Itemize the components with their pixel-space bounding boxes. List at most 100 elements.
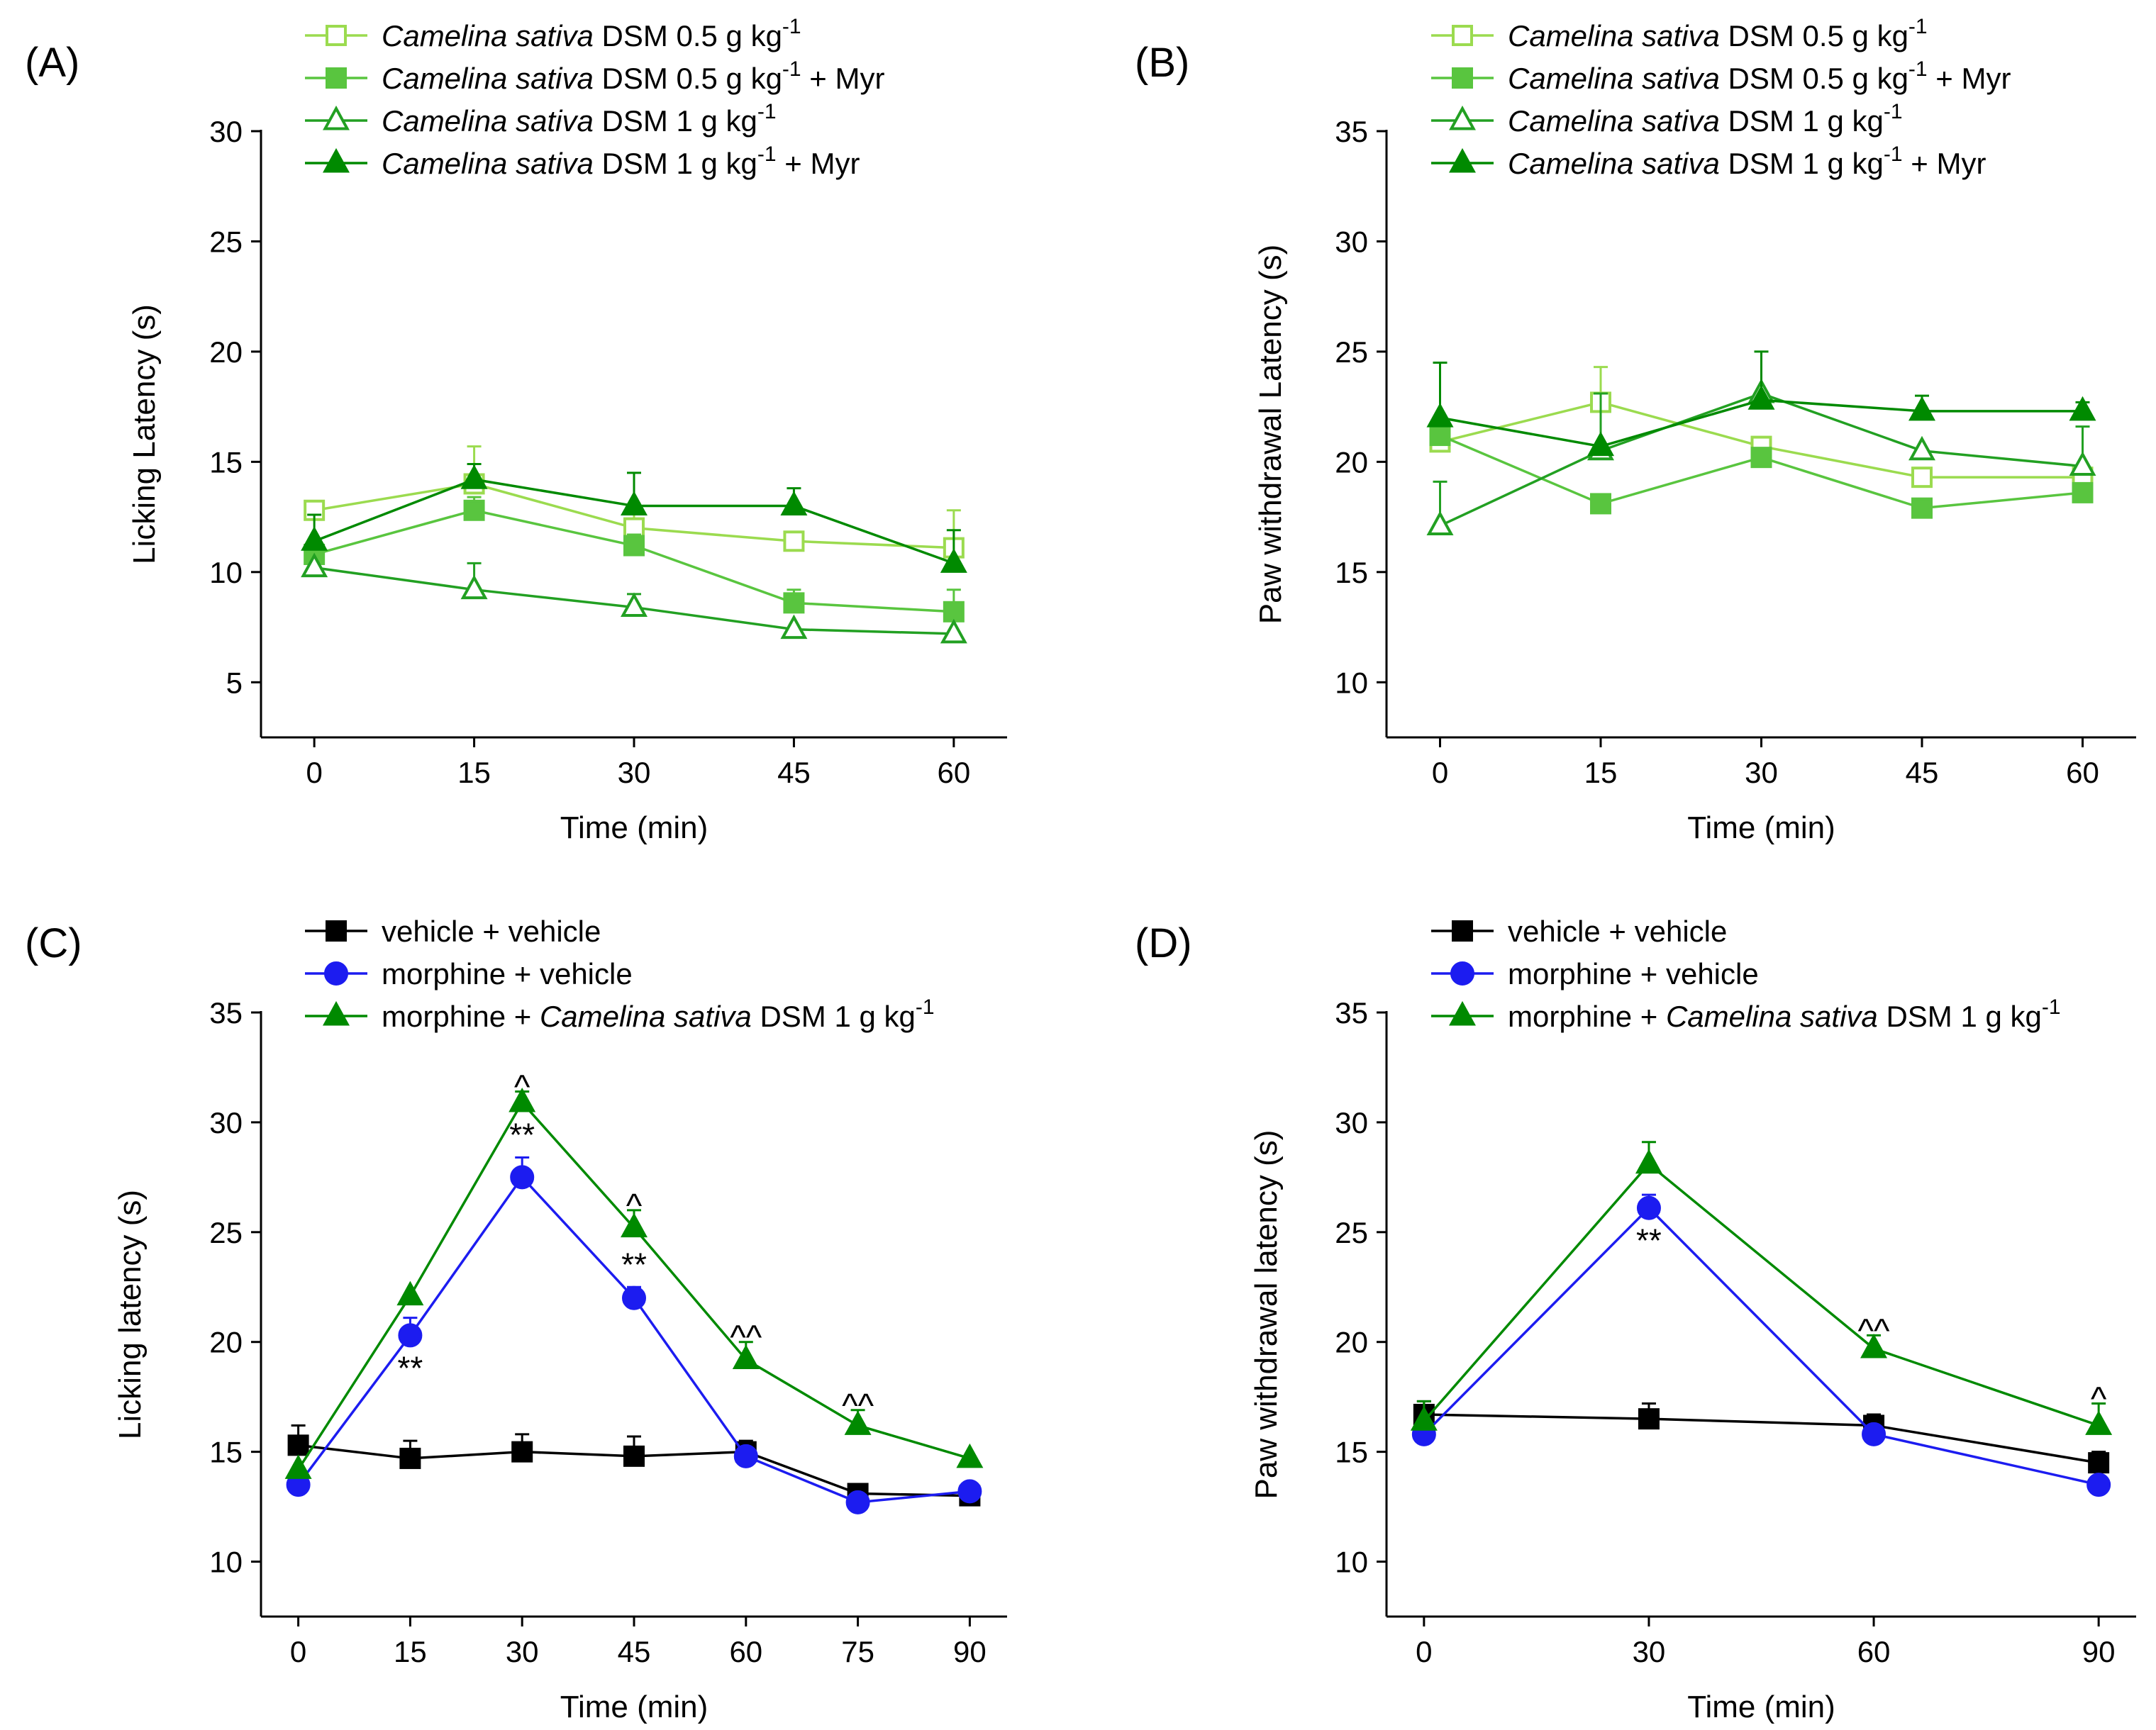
legend-label-text: vehicle + vehicle <box>1508 915 1727 948</box>
x-tick-label: 60 <box>1857 1635 1891 1668</box>
series-1 <box>1429 425 2094 519</box>
legend-marker <box>1452 920 1473 942</box>
y-tick-label: 15 <box>209 1436 243 1469</box>
x-tick-label: 45 <box>1906 756 1939 789</box>
data-point <box>284 1454 312 1479</box>
y-tick-label: 30 <box>1335 225 1368 258</box>
data-point <box>1911 467 1933 489</box>
y-axis-title: Licking Latency (s) <box>127 304 162 564</box>
x-axis-title: Time (min) <box>1687 1690 1835 1724</box>
x-tick-label: 15 <box>457 756 491 789</box>
data-point <box>621 592 648 618</box>
data-point <box>1750 447 1772 469</box>
data-point <box>940 618 967 644</box>
legend-marker <box>326 67 347 89</box>
data-point <box>1635 1149 1662 1174</box>
x-axis-title: Time (min) <box>560 810 709 845</box>
panel-label: (A) <box>25 40 79 86</box>
y-tick-label: 25 <box>1335 1216 1368 1249</box>
legend-marker <box>1449 147 1476 173</box>
series-1: ** <box>1411 1193 2111 1497</box>
legend-label-text: DSM 0.5 g kg <box>594 62 782 95</box>
data-point <box>844 1410 872 1435</box>
legend-label: Camelina sativa DSM 0.5 g kg-1 <box>1508 15 1928 52</box>
legend-marker <box>326 25 347 46</box>
legend-entry: vehicle + vehicle <box>305 915 601 948</box>
data-point <box>460 464 488 489</box>
data-point <box>1862 1422 1886 1446</box>
significance-label: ^ <box>514 1069 530 1107</box>
significance-label: ** <box>397 1349 423 1386</box>
significance-label: ^^ <box>842 1388 874 1425</box>
legend-label: Camelina sativa DSM 0.5 g kg-1 <box>382 15 801 52</box>
series-2: ^^^^^^ <box>284 1069 984 1479</box>
legend-marker <box>1449 1000 1476 1026</box>
legend-label-prefix: morphine + <box>1508 1000 1666 1033</box>
series-1 <box>304 496 965 623</box>
legend-label-superscript: -1 <box>1884 100 1903 123</box>
significance-label: ^ <box>626 1188 643 1225</box>
legend-label-species: Camelina sativa <box>1508 147 1720 180</box>
y-tick-label: 15 <box>1335 1436 1368 1469</box>
significance-label: ^^ <box>730 1319 762 1357</box>
legend-label-text: DSM 1 g kg <box>1878 1000 2042 1033</box>
panel-b: (B) 10 15 20 25 30 35 0 15 30 45 60 Time (min) Paw wi… <box>1135 15 2136 845</box>
x-tick-label: 75 <box>841 1635 874 1668</box>
data-point <box>1911 497 1933 519</box>
legend-entry: Camelina sativa DSM 1 g kg-1 <box>1431 100 1903 138</box>
data-point <box>1908 435 1935 461</box>
x-tick-label: 60 <box>2066 756 2099 789</box>
legend-label: morphine + Camelina sativa DSM 1 g kg-1 <box>1508 995 2061 1033</box>
data-point <box>621 491 648 516</box>
x-tick-label: 0 <box>1432 756 1448 789</box>
legend-marker <box>1452 25 1473 46</box>
series-0 <box>1413 1400 2110 1474</box>
panel-label: (C) <box>25 920 82 966</box>
legend-label: morphine + vehicle <box>382 957 633 990</box>
data-point <box>783 592 805 614</box>
y-axis-title: Paw withdrawal latency (s) <box>1249 1130 1284 1500</box>
legend-label: Camelina sativa DSM 1 g kg-1 <box>1508 100 1903 138</box>
legend-label-species: Camelina sativa <box>1666 1000 1878 1033</box>
x-tick-label: 15 <box>1584 756 1618 789</box>
y-tick-label: 20 <box>209 335 243 369</box>
legend-label-superscript: -1 <box>1884 143 1903 166</box>
significance-label: ^ <box>2091 1380 2107 1418</box>
y-axis-title: Licking latency (s) <box>113 1190 148 1439</box>
data-point <box>2069 451 2096 476</box>
data-point <box>287 1434 309 1456</box>
legend-label-superscript: -1 <box>757 143 777 166</box>
panel-label: (B) <box>1135 40 1189 86</box>
y-tick-label: 30 <box>209 1106 243 1139</box>
legend-label-text: DSM 1 g kg <box>752 1000 916 1033</box>
series-0 <box>287 1424 981 1507</box>
legend-label-superscript: -1 <box>1908 57 1928 81</box>
x-tick-label: 90 <box>2082 1635 2116 1668</box>
data-point <box>623 1445 645 1467</box>
legend-entry: morphine + vehicle <box>1431 957 1759 990</box>
legend-marker <box>326 920 347 942</box>
y-tick-label: 25 <box>1335 335 1368 369</box>
data-point <box>301 552 328 578</box>
x-tick-label: 0 <box>1416 1635 1432 1668</box>
legend-marker <box>323 105 350 130</box>
legend-label-superscript: -1 <box>2042 995 2061 1019</box>
legend-label-text: morphine + vehicle <box>1508 957 1759 990</box>
legend-entry: morphine + Camelina sativa DSM 1 g kg-1 <box>305 995 935 1033</box>
legend-label-species: Camelina sativa <box>382 104 594 138</box>
y-tick-label: 10 <box>1335 666 1368 699</box>
legend-label-text: DSM 0.5 g kg <box>1720 19 1908 52</box>
legend-entry: morphine + vehicle <box>305 957 633 990</box>
legend-label-text: vehicle + vehicle <box>382 915 601 948</box>
y-tick-label: 20 <box>1335 445 1368 479</box>
legend-label-species: Camelina sativa <box>1508 104 1720 138</box>
x-tick-label: 30 <box>618 756 651 789</box>
data-point <box>1587 431 1614 457</box>
legend-label: vehicle + vehicle <box>1508 915 1727 948</box>
y-tick-label: 15 <box>1335 556 1368 589</box>
legend-label-superscript: -1 <box>916 995 935 1019</box>
legend-label-text: morphine + vehicle <box>382 957 633 990</box>
series-3 <box>301 462 967 573</box>
legend-label-text: DSM 1 g kg <box>594 147 757 180</box>
significance-label: ** <box>621 1246 647 1283</box>
